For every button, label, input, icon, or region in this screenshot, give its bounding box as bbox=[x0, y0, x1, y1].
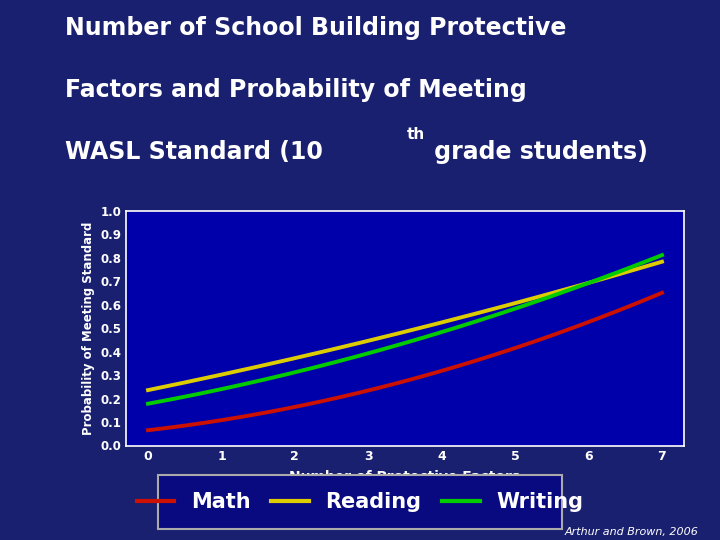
Text: th: th bbox=[407, 127, 425, 142]
Y-axis label: Probability of Meeting Standard: Probability of Meeting Standard bbox=[81, 221, 94, 435]
FancyBboxPatch shape bbox=[158, 475, 562, 529]
Text: Number of School Building Protective: Number of School Building Protective bbox=[65, 16, 566, 40]
X-axis label: Number of Protective Factors: Number of Protective Factors bbox=[289, 470, 521, 484]
Text: Arthur and Brown, 2006: Arthur and Brown, 2006 bbox=[564, 527, 698, 537]
Text: WASL Standard (10: WASL Standard (10 bbox=[65, 140, 323, 164]
Legend: Math, Reading, Writing: Math, Reading, Writing bbox=[128, 484, 592, 521]
Text: grade students): grade students) bbox=[426, 140, 648, 164]
Text: Factors and Probability of Meeting: Factors and Probability of Meeting bbox=[65, 78, 526, 102]
